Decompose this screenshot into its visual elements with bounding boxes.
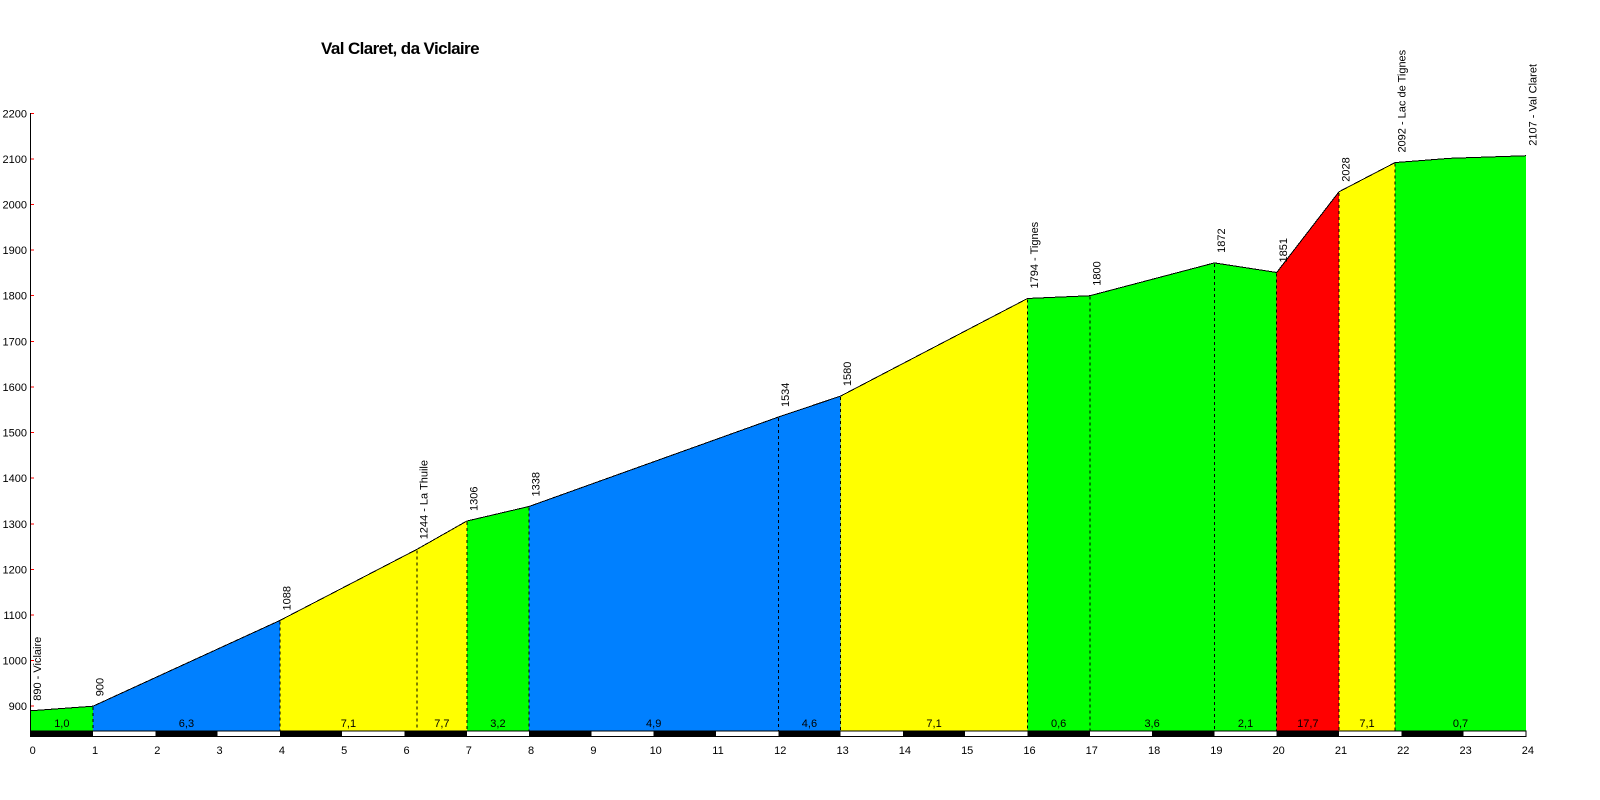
svg-text:0,7: 0,7 <box>1453 718 1468 730</box>
svg-text:1872: 1872 <box>1216 228 1228 252</box>
svg-text:1900: 1900 <box>3 245 27 257</box>
svg-text:1580: 1580 <box>842 362 854 386</box>
svg-text:3: 3 <box>217 745 223 757</box>
svg-text:14: 14 <box>899 745 911 757</box>
svg-text:2107 - Val Claret: 2107 - Val Claret <box>1527 64 1539 146</box>
svg-text:6: 6 <box>403 745 409 757</box>
svg-text:15: 15 <box>961 745 973 757</box>
svg-text:10: 10 <box>650 745 662 757</box>
svg-text:2000: 2000 <box>3 200 27 212</box>
svg-text:2,1: 2,1 <box>1238 718 1253 730</box>
svg-text:5: 5 <box>341 745 347 757</box>
svg-text:900: 900 <box>95 678 107 696</box>
svg-text:16: 16 <box>1023 745 1035 757</box>
svg-text:24: 24 <box>1522 745 1534 757</box>
svg-text:3,2: 3,2 <box>490 718 505 730</box>
svg-text:7,1: 7,1 <box>1359 718 1374 730</box>
svg-text:1: 1 <box>92 745 98 757</box>
svg-text:13: 13 <box>836 745 848 757</box>
svg-text:1244 - La Thuile: 1244 - La Thuile <box>418 460 430 539</box>
svg-text:2100: 2100 <box>3 154 27 166</box>
svg-text:12: 12 <box>774 745 786 757</box>
svg-text:22: 22 <box>1397 745 1409 757</box>
svg-text:1088: 1088 <box>281 586 293 610</box>
svg-text:2092 - Lac de Tignes: 2092 - Lac de Tignes <box>1397 49 1409 152</box>
svg-text:1534: 1534 <box>780 383 792 407</box>
svg-text:19: 19 <box>1210 745 1222 757</box>
svg-text:9: 9 <box>590 745 596 757</box>
svg-text:1851: 1851 <box>1278 238 1290 262</box>
svg-text:900: 900 <box>9 701 27 713</box>
svg-text:1,0: 1,0 <box>54 718 69 730</box>
svg-text:2: 2 <box>154 745 160 757</box>
svg-text:1600: 1600 <box>3 382 27 394</box>
svg-text:11: 11 <box>712 745 723 757</box>
svg-text:1500: 1500 <box>3 428 27 440</box>
svg-text:1000: 1000 <box>3 656 27 668</box>
svg-text:Val Claret, da Viclaire: Val Claret, da Viclaire <box>321 39 479 58</box>
svg-text:1200: 1200 <box>3 564 27 576</box>
svg-text:23: 23 <box>1459 745 1471 757</box>
svg-text:20: 20 <box>1273 745 1285 757</box>
svg-text:1400: 1400 <box>3 473 27 485</box>
svg-text:0: 0 <box>30 745 36 757</box>
svg-text:7,1: 7,1 <box>926 718 941 730</box>
svg-text:17,7: 17,7 <box>1297 718 1318 730</box>
svg-text:2200: 2200 <box>3 108 27 120</box>
svg-text:4,9: 4,9 <box>646 718 661 730</box>
svg-text:7: 7 <box>466 745 472 757</box>
svg-text:6,3: 6,3 <box>179 718 194 730</box>
svg-text:1100: 1100 <box>3 610 27 622</box>
svg-text:1800: 1800 <box>1091 261 1103 285</box>
svg-text:4,6: 4,6 <box>802 718 817 730</box>
svg-text:7,7: 7,7 <box>434 718 449 730</box>
svg-text:1800: 1800 <box>3 291 27 303</box>
svg-text:7,1: 7,1 <box>341 718 356 730</box>
svg-text:0,6: 0,6 <box>1051 718 1066 730</box>
svg-text:1794 - Tignes: 1794 - Tignes <box>1029 221 1041 288</box>
svg-text:8: 8 <box>528 745 534 757</box>
svg-text:4: 4 <box>279 745 285 757</box>
svg-text:21: 21 <box>1335 745 1347 757</box>
svg-text:3,6: 3,6 <box>1144 718 1159 730</box>
svg-text:17: 17 <box>1086 745 1098 757</box>
svg-text:1700: 1700 <box>3 336 27 348</box>
svg-text:1300: 1300 <box>3 519 27 531</box>
svg-text:890 - Viclaire: 890 - Viclaire <box>32 637 44 701</box>
svg-text:1306: 1306 <box>468 487 480 511</box>
svg-text:1338: 1338 <box>531 472 543 496</box>
svg-text:18: 18 <box>1148 745 1160 757</box>
svg-text:2028: 2028 <box>1341 157 1353 181</box>
